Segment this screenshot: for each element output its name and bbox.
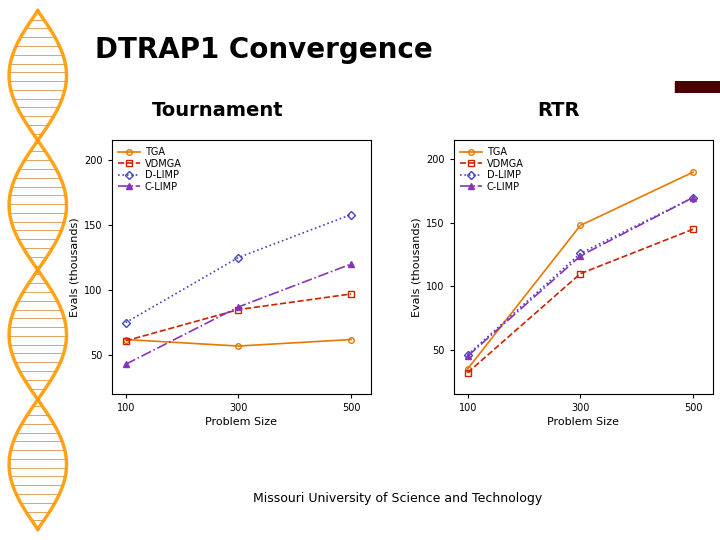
D-LIMP xyxy=(689,194,698,201)
Legend: TGA, VDMGA, D-LIMP, C-LIMP: TGA, VDMGA, D-LIMP, C-LIMP xyxy=(117,145,184,193)
TGA xyxy=(122,336,130,343)
C-LIMP xyxy=(689,194,698,201)
VDMGA xyxy=(122,338,130,344)
Text: RTR: RTR xyxy=(538,100,580,119)
Legend: TGA, VDMGA, D-LIMP, C-LIMP: TGA, VDMGA, D-LIMP, C-LIMP xyxy=(459,145,526,193)
C-LIMP xyxy=(122,361,130,368)
D-LIMP xyxy=(234,254,243,261)
TGA xyxy=(234,343,243,349)
Y-axis label: Evals (thousands): Evals (thousands) xyxy=(412,218,422,317)
Line: VDMGA: VDMGA xyxy=(465,226,696,375)
C-LIMP xyxy=(464,353,472,360)
D-LIMP xyxy=(464,352,472,358)
Text: DTRAP1 Convergence: DTRAP1 Convergence xyxy=(95,36,433,64)
VDMGA xyxy=(464,369,472,376)
Line: TGA: TGA xyxy=(123,337,354,349)
Line: C-LIMP: C-LIMP xyxy=(123,261,354,367)
Line: TGA: TGA xyxy=(465,170,696,372)
Line: D-LIMP: D-LIMP xyxy=(465,195,696,357)
Bar xyxy=(675,81,720,93)
TGA xyxy=(576,222,585,228)
C-LIMP xyxy=(234,304,243,310)
Text: Tournament: Tournament xyxy=(151,100,283,119)
Text: Missouri University of Science and Technology: Missouri University of Science and Techn… xyxy=(253,492,542,505)
VDMGA xyxy=(576,271,585,277)
Line: D-LIMP: D-LIMP xyxy=(123,212,354,326)
TGA xyxy=(347,336,356,343)
VDMGA xyxy=(689,226,698,232)
TGA xyxy=(464,366,472,372)
X-axis label: Problem Size: Problem Size xyxy=(547,417,619,427)
D-LIMP xyxy=(576,250,585,256)
Line: C-LIMP: C-LIMP xyxy=(465,195,696,359)
VDMGA xyxy=(347,291,356,297)
VDMGA xyxy=(234,306,243,313)
Y-axis label: Evals (thousands): Evals (thousands) xyxy=(70,218,80,317)
D-LIMP xyxy=(122,319,130,326)
C-LIMP xyxy=(576,253,585,259)
Line: VDMGA: VDMGA xyxy=(123,291,354,343)
C-LIMP xyxy=(347,261,356,267)
TGA xyxy=(689,169,698,176)
X-axis label: Problem Size: Problem Size xyxy=(205,417,277,427)
D-LIMP xyxy=(347,211,356,218)
